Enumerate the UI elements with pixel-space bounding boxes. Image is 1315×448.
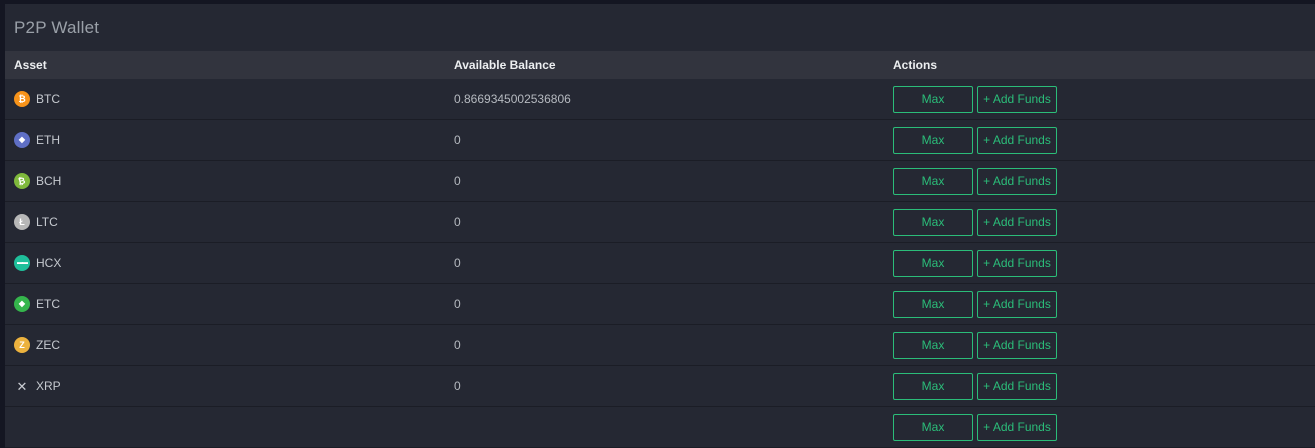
add-funds-button[interactable]: + Add Funds [977,413,1057,441]
max-button[interactable]: Max [893,413,973,441]
add-funds-button[interactable]: + Add Funds [977,208,1057,236]
available-balance-value: 0 [454,133,461,147]
max-button[interactable]: Max [893,372,973,400]
actions-cell: Max + Add Funds [893,208,1315,236]
asset-label: BCH [36,174,62,188]
hcx-coin-icon: ▬▬ [14,255,30,271]
asset-cell: Ł LTC [14,214,454,230]
asset-label: ETC [36,297,60,311]
available-balance-value: 0 [454,215,461,229]
actions-cell: Max + Add Funds [893,290,1315,318]
asset-label: HCX [36,256,62,270]
panel-header: P2P Wallet [5,4,1315,51]
table-row: ₿ BCH 0 Max + Add Funds [5,161,1315,202]
available-balance-value: 0 [454,256,461,270]
asset-cell: ◆ ETH [14,132,454,148]
column-header-available-balance: Available Balance [454,58,556,72]
asset-cell: ₿ BCH [14,173,454,189]
column-header-actions: Actions [893,58,938,72]
actions-cell: Max + Add Funds [893,413,1315,441]
asset-cell: ✕ XRP [14,378,454,394]
actions-cell: Max + Add Funds [893,126,1315,154]
add-funds-button[interactable]: + Add Funds [977,167,1057,195]
ltc-coin-icon: Ł [14,214,30,230]
actions-cell: Max + Add Funds [893,249,1315,277]
max-button[interactable]: Max [893,85,973,113]
table-row: ✕ XRP 0 Max + Add Funds [5,366,1315,407]
add-funds-button[interactable]: + Add Funds [977,331,1057,359]
asset-label: ETH [36,133,60,147]
max-button[interactable]: Max [893,167,973,195]
add-funds-button[interactable]: + Add Funds [977,372,1057,400]
add-funds-button[interactable]: + Add Funds [977,290,1057,318]
table-row: Ł LTC 0 Max + Add Funds [5,202,1315,243]
table-header: Asset Available Balance Actions [5,51,1315,79]
max-button[interactable]: Max [893,126,973,154]
column-header-asset: Asset [14,58,47,72]
asset-table-body: ₿ BTC 0.8669345002536806 Max + Add Funds… [5,79,1315,448]
actions-cell: Max + Add Funds [893,331,1315,359]
asset-label: XRP [36,379,61,393]
zec-coin-icon: Z [14,337,30,353]
max-button[interactable]: Max [893,290,973,318]
available-balance-value: 0 [454,338,461,352]
table-row: Max + Add Funds [5,407,1315,448]
p2p-wallet-panel: P2P Wallet Asset Available Balance Actio… [5,4,1315,448]
asset-cell: ◆ ETC [14,296,454,312]
max-button[interactable]: Max [893,249,973,277]
xrp-coin-icon: ✕ [16,378,28,394]
available-balance-value: 0 [454,174,461,188]
table-row: ▬▬ HCX 0 Max + Add Funds [5,243,1315,284]
asset-cell: Z ZEC [14,337,454,353]
asset-label: BTC [36,92,60,106]
actions-cell: Max + Add Funds [893,85,1315,113]
bch-coin-icon: ₿ [14,173,30,189]
table-row: ◆ ETC 0 Max + Add Funds [5,284,1315,325]
available-balance-value: 0 [454,297,461,311]
asset-cell: ▬▬ HCX [14,255,454,271]
btc-coin-icon: ₿ [14,91,30,107]
table-row: ₿ BTC 0.8669345002536806 Max + Add Funds [5,79,1315,120]
add-funds-button[interactable]: + Add Funds [977,126,1057,154]
add-funds-button[interactable]: + Add Funds [977,85,1057,113]
asset-cell: ₿ BTC [14,91,454,107]
max-button[interactable]: Max [893,331,973,359]
actions-cell: Max + Add Funds [893,372,1315,400]
asset-label: ZEC [36,338,60,352]
actions-cell: Max + Add Funds [893,167,1315,195]
table-row: Z ZEC 0 Max + Add Funds [5,325,1315,366]
max-button[interactable]: Max [893,208,973,236]
available-balance-value: 0 [454,379,461,393]
eth-coin-icon: ◆ [14,132,30,148]
page-title: P2P Wallet [14,17,100,37]
available-balance-value: 0.8669345002536806 [454,92,571,106]
etc-coin-icon: ◆ [14,296,30,312]
asset-label: LTC [36,215,58,229]
table-row: ◆ ETH 0 Max + Add Funds [5,120,1315,161]
add-funds-button[interactable]: + Add Funds [977,249,1057,277]
